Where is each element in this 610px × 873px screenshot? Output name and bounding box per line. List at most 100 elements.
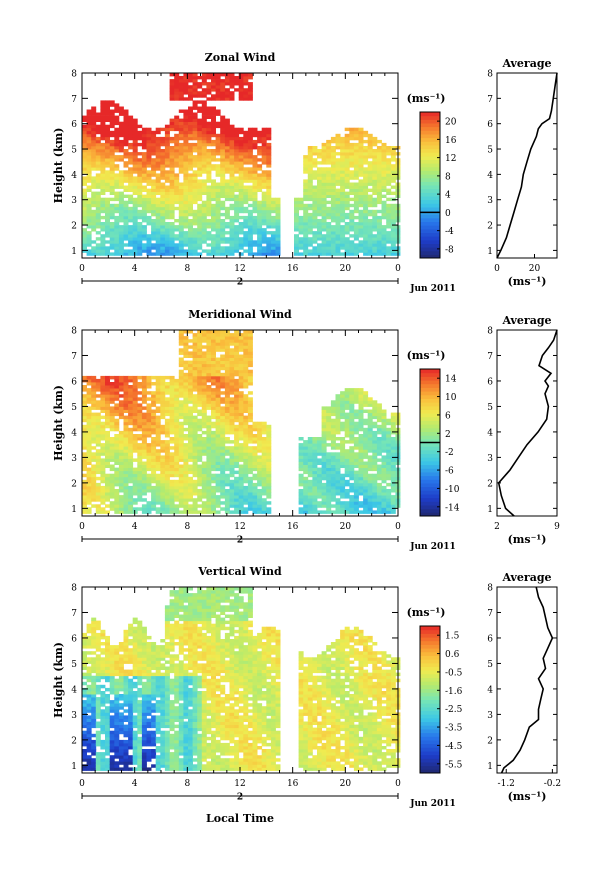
heatmap-cell: [224, 458, 230, 462]
heatmap-cell: [82, 139, 87, 144]
heatmap-cell: [183, 378, 189, 383]
heatmap-cell: [137, 455, 143, 459]
heatmap-cell: [164, 424, 170, 429]
heatmap-cell: [183, 146, 189, 150]
heatmap-cell: [330, 188, 336, 192]
heatmap-cell: [151, 225, 157, 229]
heatmap-cell: [100, 409, 106, 413]
heatmap-cell: [206, 351, 212, 355]
heatmap-cell: [183, 215, 189, 220]
heatmap-cell: [335, 461, 341, 465]
heatmap-cell: [155, 152, 161, 156]
heatmap-cell: [215, 437, 221, 441]
heatmap-cell: [100, 197, 106, 202]
heatmap-cell: [353, 215, 359, 220]
heatmap-cell: [155, 409, 161, 413]
heatmap-cell: [340, 155, 346, 159]
heatmap-cell: [160, 161, 166, 165]
heatmap-cell: [137, 234, 143, 238]
heatmap-cell: [169, 249, 175, 253]
heatmap-cell: [91, 215, 97, 220]
heatmap-cell: [197, 139, 203, 144]
heatmap-cell: [118, 219, 124, 223]
heatmap-cell: [197, 142, 203, 147]
heatmap-cell: [146, 240, 152, 244]
heatmap-cell: [247, 437, 253, 441]
heatmap-cell: [243, 430, 249, 435]
heatmap-cell: [220, 176, 226, 180]
heatmap-cell: [247, 369, 253, 374]
heatmap-cell: [188, 76, 193, 80]
heatmap-cell: [82, 409, 87, 413]
heatmap-cell: [229, 473, 235, 478]
heatmap-cell: [353, 452, 359, 456]
heatmap-cell: [151, 507, 157, 511]
heatmap-cell: [243, 382, 249, 386]
heatmap-cell: [321, 489, 327, 493]
heatmap-cell: [215, 88, 221, 92]
heatmap-cell: [188, 446, 193, 450]
colorbar-segment: [420, 225, 440, 230]
heatmap-cell: [238, 354, 244, 358]
heatmap-cell: [224, 82, 230, 86]
heatmap-cell: [174, 94, 180, 98]
heatmap-cell: [132, 127, 138, 132]
heatmap-cell: [109, 176, 115, 180]
heatmap-cell: [211, 369, 216, 374]
heatmap-cell: [349, 127, 355, 132]
heatmap-cell: [326, 489, 332, 493]
heatmap-cell: [160, 458, 166, 462]
heatmap-cell: [326, 409, 332, 413]
heatmap-cell: [160, 424, 166, 429]
heatmap-cell: [344, 467, 350, 472]
heatmap-cell: [201, 464, 207, 468]
heatmap-cell: [183, 118, 189, 122]
heatmap-cell: [141, 430, 147, 435]
heatmap-cell: [109, 485, 115, 490]
heatmap-cell: [353, 489, 359, 493]
heatmap-cell: [174, 461, 180, 465]
heatmap-cell: [211, 209, 216, 214]
heatmap-cell: [192, 222, 198, 226]
heatmap-cell: [229, 228, 235, 232]
heatmap-cell: [261, 203, 267, 208]
heatmap-cell: [197, 397, 203, 401]
heatmap-cell: [257, 209, 263, 214]
heatmap-cell: [252, 179, 258, 183]
heatmap-cell: [82, 504, 87, 508]
heatmap-cell: [307, 461, 313, 465]
heatmap-cell: [132, 203, 138, 208]
heatmap-cell: [220, 345, 226, 349]
heatmap-cell: [174, 412, 180, 417]
heatmap-cell: [252, 461, 258, 465]
heatmap-cell: [169, 409, 175, 413]
heatmap-cell: [211, 452, 216, 456]
heatmap-cell: [197, 118, 203, 122]
heatmap-cell: [321, 194, 327, 198]
heatmap-cell: [224, 476, 230, 481]
heatmap-cell: [164, 485, 170, 490]
heatmap-cell: [215, 378, 221, 383]
heatmap-cell: [197, 152, 203, 156]
heatmap-cell: [132, 222, 138, 226]
heatmap-cell: [358, 446, 364, 450]
heatmap-cell: [335, 194, 341, 198]
heatmap-cell: [340, 170, 346, 174]
heatmap-cell: [132, 378, 138, 383]
heatmap-cell: [100, 164, 106, 168]
heatmap-cell: [335, 225, 341, 229]
heatmap-cell: [201, 336, 207, 340]
heatmap-cell: [335, 467, 341, 472]
heatmap-cell: [367, 152, 373, 156]
heatmap-cell: [257, 440, 263, 444]
heatmap-cell: [118, 489, 124, 493]
heatmap-cell: [353, 394, 359, 398]
heatmap-cell: [224, 378, 230, 383]
heatmap-cell: [247, 440, 253, 444]
heatmap-cell: [266, 152, 272, 156]
heatmap-cell: [238, 443, 244, 447]
heatmap-cell: [95, 400, 101, 404]
heatmap-cell: [91, 476, 97, 481]
heatmap-cell: [261, 504, 267, 508]
heatmap-cell: [95, 418, 101, 423]
